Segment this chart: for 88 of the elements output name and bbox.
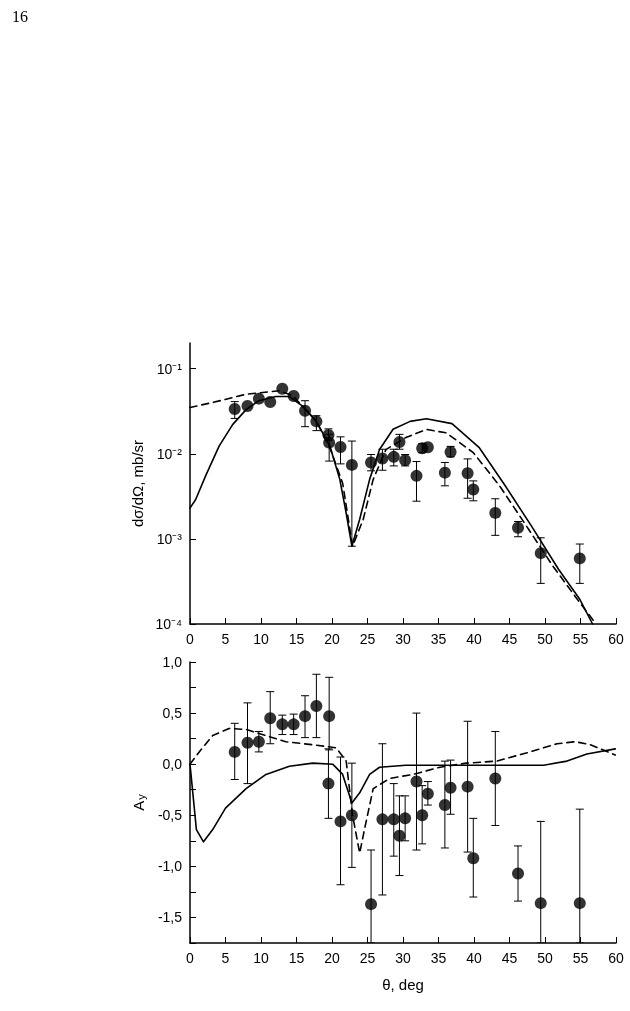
x-tick-label: 20 bbox=[324, 631, 340, 647]
point bbox=[310, 415, 323, 428]
point bbox=[573, 897, 586, 910]
x-tick-label: 25 bbox=[359, 950, 376, 966]
point bbox=[322, 777, 335, 790]
point bbox=[323, 710, 336, 723]
point bbox=[573, 552, 586, 565]
point bbox=[438, 466, 451, 479]
x-tick-label: 35 bbox=[430, 631, 447, 647]
x-tick-label: 5 bbox=[221, 631, 230, 647]
y-tick-label: -0,5 bbox=[157, 807, 183, 824]
point bbox=[438, 799, 451, 812]
point bbox=[489, 506, 502, 519]
point bbox=[287, 718, 300, 731]
x-tick-label: 10 bbox=[253, 631, 269, 647]
y-axis-title: Ay bbox=[130, 793, 147, 811]
point bbox=[252, 735, 265, 748]
x-tick-label: 0 bbox=[186, 631, 195, 647]
point bbox=[241, 736, 254, 749]
x-tick-label: 0 bbox=[186, 950, 195, 966]
x-tick-label: 40 bbox=[466, 631, 482, 647]
point bbox=[461, 467, 474, 480]
point bbox=[228, 745, 241, 758]
point bbox=[376, 813, 389, 826]
point bbox=[299, 404, 312, 417]
x-tick-label: 55 bbox=[572, 950, 589, 966]
x-tick-label: 30 bbox=[395, 950, 411, 966]
point bbox=[399, 812, 412, 825]
x-axis-title: θ, deg bbox=[382, 976, 424, 993]
point bbox=[467, 483, 480, 496]
point bbox=[393, 829, 406, 842]
y-tick-label: 10⁻⁴ bbox=[155, 616, 182, 632]
x-tick-label: 25 bbox=[359, 631, 376, 647]
x-tick-label: 60 bbox=[608, 631, 624, 647]
y-tick-label: 10⁻¹ bbox=[156, 360, 183, 377]
point bbox=[276, 718, 289, 731]
y-tick-label: 1,0 bbox=[162, 654, 183, 670]
point bbox=[323, 436, 336, 449]
x-tick-label: 15 bbox=[288, 950, 305, 966]
point bbox=[410, 775, 423, 788]
point bbox=[534, 897, 547, 910]
point bbox=[241, 399, 254, 412]
point bbox=[534, 547, 547, 560]
point bbox=[489, 772, 502, 785]
text: 16 bbox=[12, 7, 28, 25]
x-tick-label: 40 bbox=[466, 950, 482, 966]
point bbox=[365, 898, 378, 911]
x-tick-label: 55 bbox=[572, 631, 589, 647]
y-tick-label: -1,0 bbox=[157, 858, 183, 875]
x-tick-label: 5 bbox=[221, 950, 230, 966]
point bbox=[421, 441, 434, 454]
point bbox=[416, 809, 429, 822]
point bbox=[444, 781, 457, 794]
x-tick-label: 30 bbox=[395, 631, 411, 647]
point bbox=[310, 699, 323, 712]
y-tick-label: 10⁻³ bbox=[156, 530, 183, 547]
point bbox=[461, 780, 474, 793]
point bbox=[410, 469, 423, 482]
x-tick-label: 15 bbox=[288, 631, 305, 647]
x-tick-label: 10 bbox=[253, 950, 269, 966]
point bbox=[264, 396, 277, 409]
x-tick-label: 45 bbox=[501, 950, 518, 966]
x-tick-label: 20 bbox=[324, 950, 340, 966]
x-tick-label: 50 bbox=[537, 950, 553, 966]
point bbox=[345, 809, 358, 822]
y-tick-label: -1,5 bbox=[157, 909, 183, 926]
point bbox=[299, 710, 312, 723]
y-tick-label: 0,0 bbox=[162, 756, 183, 773]
point bbox=[345, 458, 358, 471]
point bbox=[512, 867, 525, 880]
point bbox=[512, 521, 525, 534]
point bbox=[467, 852, 480, 865]
x-tick-label: 60 bbox=[608, 950, 624, 966]
point bbox=[421, 787, 434, 800]
point bbox=[334, 815, 347, 828]
x-tick-label: 45 bbox=[501, 631, 518, 647]
point bbox=[264, 712, 277, 725]
y-tick-label: 10⁻² bbox=[156, 445, 183, 462]
point bbox=[387, 813, 400, 826]
point bbox=[334, 441, 347, 454]
y-axis-title: dσ/dΩ, mb/sr bbox=[128, 439, 146, 528]
point bbox=[252, 392, 265, 405]
y-tick-label: 0,5 bbox=[162, 705, 183, 722]
x-tick-label: 35 bbox=[430, 950, 447, 966]
x-tick-label: 50 bbox=[537, 631, 553, 647]
point bbox=[287, 389, 300, 402]
point bbox=[376, 452, 389, 465]
point bbox=[276, 382, 289, 395]
